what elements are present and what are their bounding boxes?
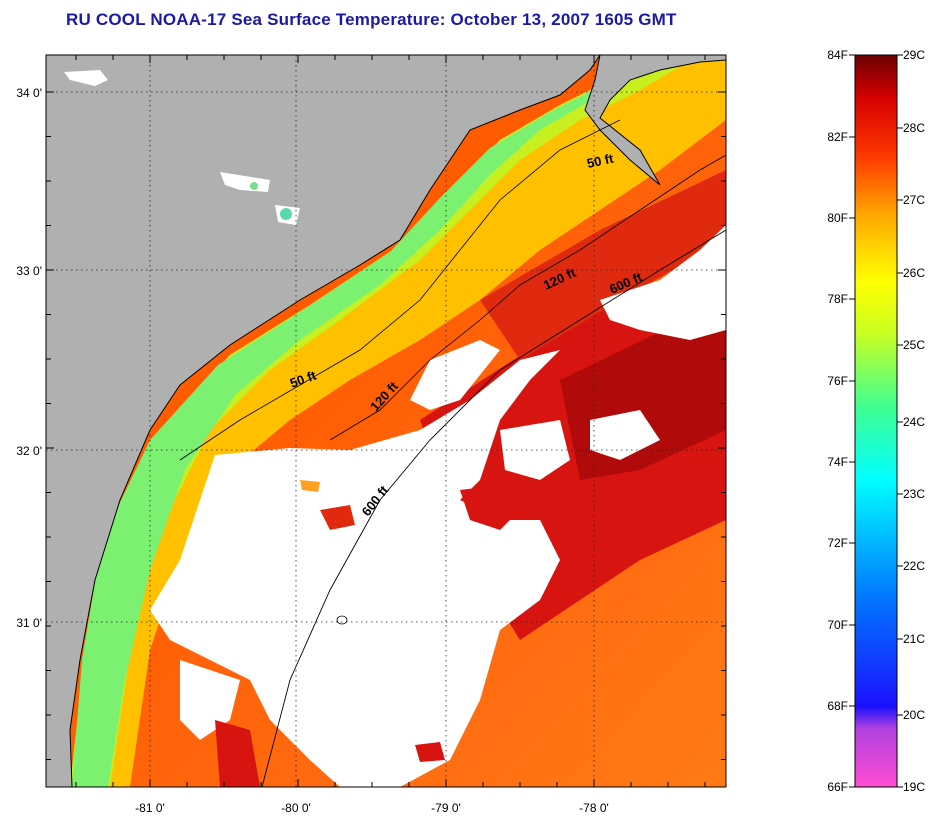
sst-patch: [300, 480, 320, 492]
isobath-50ft: [179, 119, 621, 461]
colorbar-f-label: 84F: [827, 48, 848, 62]
colorbar-f-label: 74F: [827, 455, 848, 469]
colorbar-f-label: 66F: [827, 780, 848, 794]
lat-tick-label: 33 0': [16, 264, 42, 278]
cloud-cover: [600, 225, 726, 340]
isobath-600ft-ring: [336, 615, 348, 625]
colorbar-c-label: 29C: [903, 48, 925, 62]
sst-patch: [415, 742, 445, 762]
contour-label-50ft: 50 ft: [586, 151, 616, 171]
colorbar: 84F 82F 80F 78F 76F 74F 72F 70F 68F 66F …: [827, 48, 925, 794]
colorbar-c-label: 26C: [903, 266, 925, 280]
colorbar-c-label: 20C: [903, 708, 925, 722]
colorbar-c-label: 21C: [903, 632, 925, 646]
lon-tick-label: -80 0': [281, 801, 311, 815]
inland-cloud-patch: [64, 70, 108, 86]
colorbar-c-label: 25C: [903, 338, 925, 352]
colorbar-c-label: 19C: [903, 780, 925, 794]
colorbar-c-label: 22C: [903, 559, 925, 573]
colorbar-f-label: 78F: [827, 292, 848, 306]
colorbar-f-label: 80F: [827, 211, 848, 225]
map-title: RU COOL NOAA-17 Sea Surface Temperature:…: [66, 10, 677, 29]
map-frame: [45, 54, 727, 788]
lat-tick-label: 32 0': [16, 444, 42, 458]
colorbar-f-label: 72F: [827, 536, 848, 550]
cloud-cover: [150, 350, 560, 787]
cloud-cover: [410, 340, 500, 410]
sst-patch: [460, 485, 520, 530]
colorbar-c-label: 23C: [903, 487, 925, 501]
map-panel: [46, 55, 726, 787]
axis-ticks: [46, 55, 726, 787]
graticule: [46, 55, 726, 787]
colorbar-f-label: 82F: [827, 130, 848, 144]
sst-patch: [215, 720, 260, 787]
isobath-120ft: [329, 154, 726, 441]
colorbar-c-label: 28C: [903, 121, 925, 135]
colorbar-c-label: 27C: [903, 193, 925, 207]
coastal-cool-band: [72, 60, 660, 787]
colorbar-ticks: [849, 54, 903, 788]
lat-tick-label: 31 0': [16, 616, 42, 630]
colorbar-f-label: 68F: [827, 699, 848, 713]
colorbar-f-label: 76F: [827, 374, 848, 388]
lon-tick-label: -79 0': [431, 801, 461, 815]
lon-tick-label: -78 0': [579, 801, 609, 815]
sst-patch: [320, 505, 355, 530]
colorbar-gradient: [854, 54, 898, 788]
shelf-break-warm-band: [480, 170, 726, 360]
isobath-600ft: [261, 229, 726, 787]
lat-tick-label: 34 0': [16, 86, 42, 100]
inland-lake: [280, 208, 292, 220]
colorbar-f-label: 70F: [827, 618, 848, 632]
lon-tick-label: -81 0': [135, 801, 165, 815]
land-mass-north: [584, 55, 726, 186]
cloud-cover: [500, 420, 570, 480]
cloud-cover: [180, 660, 240, 740]
colorbar-c-label: 24C: [903, 415, 925, 429]
land-mass: [46, 55, 601, 787]
cloud-cover: [590, 410, 660, 460]
inland-lake: [250, 182, 258, 190]
